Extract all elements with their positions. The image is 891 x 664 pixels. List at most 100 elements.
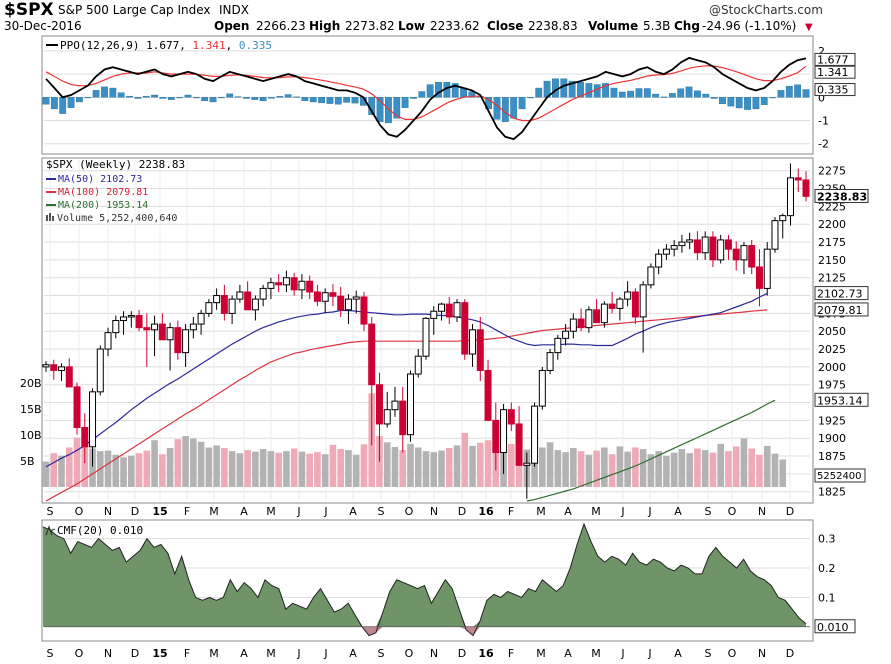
volume-bar: [732, 446, 740, 487]
candle-body: [127, 315, 135, 318]
candle-body: [112, 320, 120, 334]
ppo-histogram-bar: [710, 97, 718, 99]
ppo-histogram-bar: [243, 97, 250, 99]
candle-body: [670, 245, 678, 250]
candle-body: [251, 298, 259, 311]
price-x-label: M: [266, 505, 276, 518]
symbol: $SPX: [4, 0, 54, 20]
cmf-x-label: O: [728, 647, 737, 660]
price-x-label: A: [674, 505, 682, 518]
price-candle: [732, 241, 740, 271]
ppo-histogram-bar: [435, 82, 442, 98]
cmf-area-negative: [43, 626, 806, 636]
ppo-histogram-bar: [351, 97, 359, 104]
candle-body: [244, 291, 252, 311]
cmf-x-label: J: [323, 647, 327, 660]
price-candle: [151, 315, 159, 357]
cmf-plot: [42, 522, 810, 637]
price-candle: [593, 299, 601, 324]
candle-body: [755, 266, 763, 289]
volume-bar: [337, 449, 344, 487]
candle-body: [492, 419, 500, 453]
price-x-label: 15: [152, 505, 167, 518]
price-axis-tick: 2125: [818, 272, 846, 285]
volume-bar: [717, 443, 724, 487]
volume-bar: [197, 441, 205, 487]
candle-body: [391, 400, 399, 411]
volume-bar: [577, 451, 585, 487]
candle-body: [445, 303, 453, 318]
volume-bar: [321, 454, 329, 487]
candle-body: [58, 366, 66, 371]
cmf-x-label: J: [296, 647, 300, 660]
volume-bar: [298, 451, 306, 487]
price-candle: [585, 306, 593, 333]
close-label: Close: [487, 19, 523, 33]
candle-body: [50, 364, 58, 371]
price-candle: [406, 370, 414, 442]
price-candle: [717, 234, 725, 264]
volume-bar: [461, 432, 469, 487]
cmf-x-label: J: [647, 647, 651, 660]
price-x-label: M: [536, 505, 546, 518]
cmf-x-label: N: [430, 647, 438, 660]
price-x-label: O: [405, 505, 414, 518]
volume-bar: [601, 447, 608, 487]
volume-bar: [585, 454, 593, 487]
price-candle: [220, 284, 228, 321]
candle-body: [608, 303, 616, 309]
candle-body: [197, 312, 205, 325]
price-x-label: N: [758, 505, 766, 518]
ppo-histogram-bar: [618, 91, 626, 98]
candle-body: [282, 277, 290, 286]
ma200-line: [526, 399, 776, 502]
candle-body: [259, 287, 267, 300]
price-candle: [112, 315, 120, 339]
candle-body: [275, 282, 283, 286]
candle-body: [430, 310, 438, 319]
high-label: High: [309, 19, 340, 33]
open-value: 2266.23: [256, 19, 306, 33]
volume-bar: [748, 448, 756, 487]
candle-body: [802, 179, 810, 197]
cmf-x-label: F: [184, 647, 190, 660]
price-candle: [135, 309, 143, 332]
price-candle: [383, 391, 391, 428]
volume-bar: [174, 439, 182, 487]
price-candle: [569, 313, 577, 339]
candle-body: [616, 298, 624, 309]
price-candle: [453, 299, 461, 322]
ppo-histogram-bar: [568, 80, 576, 98]
ppo-histogram-bar: [159, 97, 167, 99]
cmf-x-label: S: [705, 647, 712, 660]
candle-body: [538, 369, 546, 407]
candle-body: [469, 329, 477, 355]
candle-body: [368, 323, 376, 386]
price-candle: [655, 249, 663, 275]
candle-body: [779, 215, 787, 222]
cmf-x-label: D: [786, 647, 794, 660]
volume-bars: [42, 393, 787, 487]
price-candle: [352, 290, 360, 314]
price-candle: [391, 386, 399, 417]
cmf-x-label: D: [458, 647, 466, 660]
ppo-histogram-bar: [259, 97, 267, 101]
volume-bar: [81, 442, 89, 487]
candle-body: [593, 309, 601, 324]
volume-bar: [701, 450, 709, 487]
volume-bar: [616, 446, 624, 487]
candle-body: [724, 239, 732, 250]
ppo-histogram-bar: [560, 78, 568, 98]
candle-body: [639, 284, 647, 318]
moving-averages: [45, 293, 776, 502]
cmf-x-label: A: [240, 647, 248, 660]
volume-bar: [383, 442, 391, 487]
ppo-histogram-bar: [510, 97, 518, 119]
ma100-legend-text: MA(100) 2079.81: [58, 187, 148, 198]
ppo-histogram-bar: [192, 97, 200, 99]
cmf-legend: CMF(20) 0.010: [45, 524, 143, 537]
price-candle: [546, 349, 554, 375]
cmf-x-label: 15: [152, 647, 167, 660]
price-value-tag: [814, 189, 869, 204]
ppo-histogram-bar: [468, 91, 476, 98]
